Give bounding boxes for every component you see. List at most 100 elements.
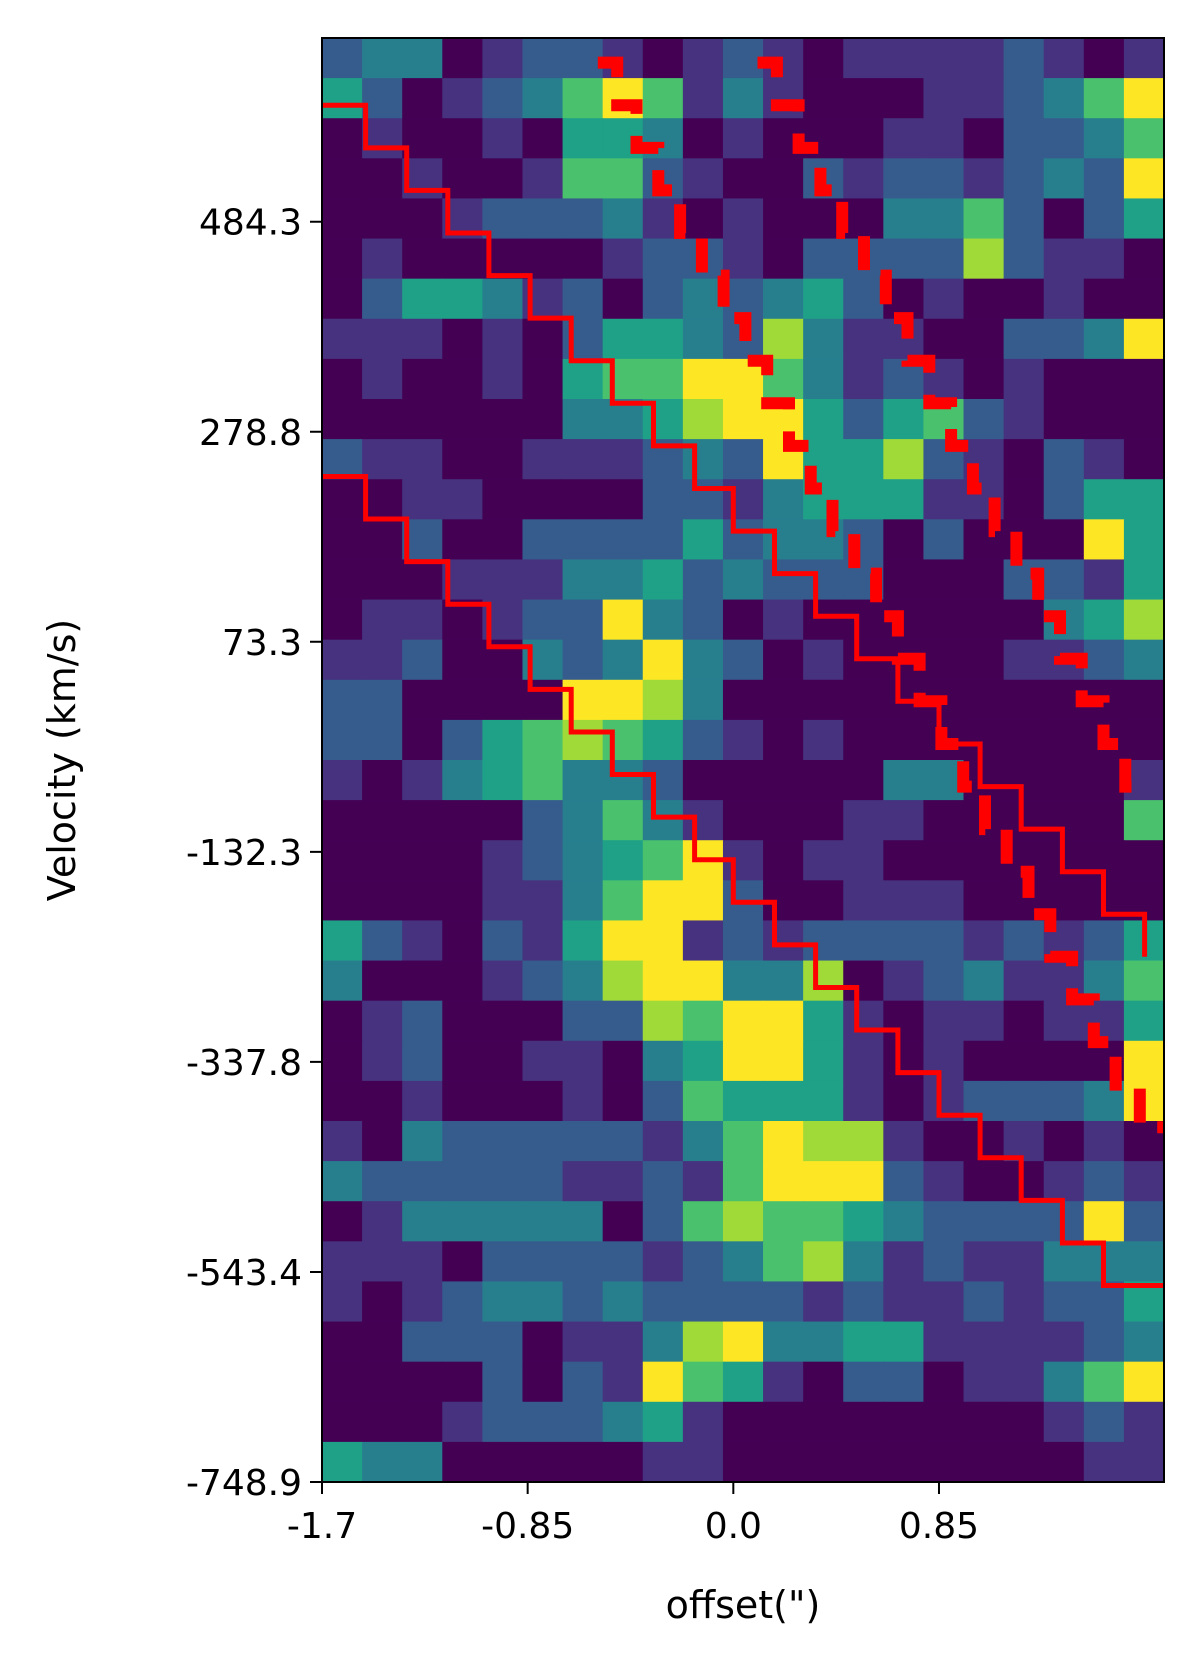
heatmap-cell [362,1321,403,1363]
heatmap-cell [722,920,764,962]
heatmap-cell [923,198,965,240]
heatmap-cell [322,1281,363,1323]
heatmap-cell [562,920,604,962]
heatmap-cell [362,278,403,320]
heatmap-cell [1123,800,1164,841]
heatmap-cell [522,840,564,881]
heatmap-cell [442,38,483,79]
heatmap-cell [1003,1161,1045,1202]
heatmap-cell [963,38,1005,79]
heatmap-cell [522,78,564,119]
heatmap-cell [843,719,884,761]
heatmap-cell [843,38,884,79]
heatmap-cell [402,1321,443,1363]
heatmap-cell [402,960,443,1002]
heatmap-cell [763,1401,804,1443]
heatmap-cell [1003,760,1045,801]
heatmap-cell [763,1201,804,1242]
heatmap-cell [722,1080,764,1122]
heatmap-cell [562,1040,604,1082]
heatmap-cell [322,38,363,79]
heatmap-cell [763,1080,804,1122]
heatmap-cell [963,198,1005,240]
heatmap-cell [642,1361,684,1403]
heatmap-cell [722,1201,764,1242]
heatmap-cell [883,399,925,440]
heatmap-cell [522,399,564,440]
heatmap-cell [722,1000,764,1042]
y-tick-label: -543.4 [186,1253,302,1294]
heatmap-cell [883,920,925,962]
heatmap-cell [322,960,363,1002]
heatmap-cell [482,399,524,440]
solid-overlay-line [322,102,1148,957]
heatmap-cell [322,238,363,280]
heatmap-cell [442,760,483,801]
heatmap-cell [763,1361,804,1403]
heatmap-cell [682,1080,724,1122]
heatmap-cell [963,399,1005,440]
heatmap-cell [682,599,724,641]
heatmap-cell [482,559,524,601]
heatmap-cell [602,278,644,320]
heatmap-cell [522,1241,564,1283]
heatmap-cell [602,1080,644,1122]
heatmap-cell [562,1241,604,1283]
heatmap-cell [442,519,483,561]
heatmap-cell [482,1281,524,1323]
dashed-overlay-line [757,56,1148,793]
heatmap-cell [803,1281,844,1323]
heatmap-cell [763,599,804,641]
heatmap-cell [1083,1201,1125,1242]
heatmap-cell [843,439,884,480]
heatmap-cell [1003,1361,1045,1403]
heatmap-cell [843,1281,884,1323]
heatmap-cell [843,1080,884,1122]
heatmap-cell [883,1401,925,1443]
heatmap-cell [803,1361,844,1403]
heatmap-cell [923,519,965,561]
heatmap-cell [1003,358,1045,400]
heatmap-cell [642,1000,684,1042]
heatmap-cell [522,1040,564,1082]
heatmap-cell [883,559,925,601]
heatmap-cell [682,198,724,240]
heatmap-cell [722,1281,764,1323]
heatmap-cell [602,1040,644,1082]
heatmap-cell [722,760,764,801]
heatmap-cell [602,1201,644,1242]
heatmap-cell [1123,1000,1164,1042]
heatmap-cell [402,1121,443,1162]
heatmap-cell [562,519,604,561]
heatmap-cell [1043,1161,1085,1202]
heatmap-cell [682,1121,724,1162]
heatmap-cell [362,639,403,681]
heatmap-cell [402,198,443,240]
heatmap-cell [682,800,724,841]
heatmap-cell [522,1401,564,1443]
heatmap-cell [1003,1201,1045,1242]
heatmap-cell [1003,278,1045,320]
heatmap-cell [642,1401,684,1443]
heatmap-cell [1083,399,1125,440]
heatmap-cell [402,1161,443,1202]
heatmap-cell [562,1201,604,1242]
heatmap-cell [883,960,925,1002]
heatmap-cell [362,479,403,520]
heatmap-cell [402,1441,443,1482]
heatmap-cell [482,78,524,119]
heatmap-cell [1003,599,1045,641]
heatmap-cell [402,1000,443,1042]
heatmap-cell [402,679,443,721]
heatmap-cell [1123,399,1164,440]
heatmap-cell [682,1000,724,1042]
heatmap-cell [923,1161,965,1202]
heatmap-cell [923,78,965,119]
heatmap-cell [1003,1401,1045,1443]
heatmap-cell [402,479,443,520]
heatmap-cell [923,1201,965,1242]
heatmap-cell [1003,238,1045,280]
heatmap-cell [522,1201,564,1242]
heatmap-cell [803,38,844,79]
heatmap-cell [482,880,524,922]
